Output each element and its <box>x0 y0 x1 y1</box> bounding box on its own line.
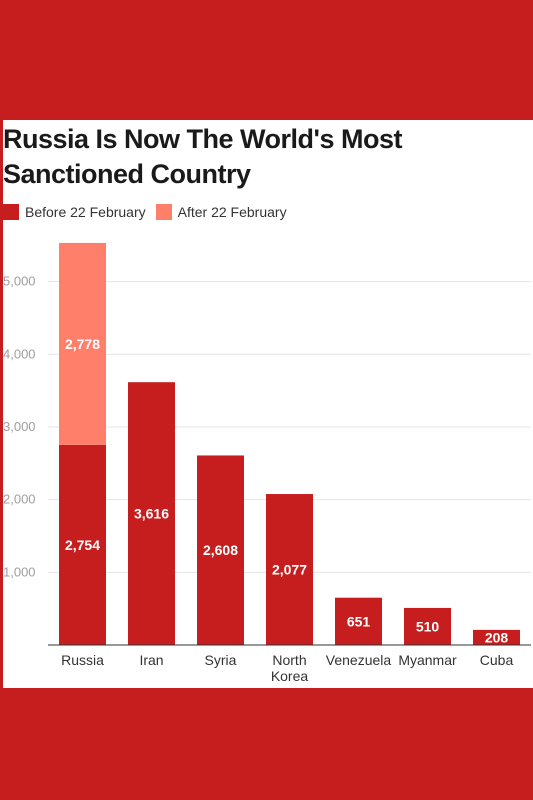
y-tick-label-3000: 3,000 <box>3 419 36 434</box>
bar-venezuela-series-0 <box>335 597 382 645</box>
y-tick-label-1000: 1,000 <box>3 564 36 579</box>
data-label-russia-series-1: 2,778 <box>65 336 100 352</box>
x-category-label-myanmar: Myanmar <box>398 652 457 668</box>
x-category-label-north-korea-line-2: Korea <box>271 668 309 684</box>
y-tick-label-2000: 2,000 <box>3 492 36 507</box>
y-tick-label-4000: 4,000 <box>3 346 36 361</box>
legend-swatch-after <box>155 204 172 220</box>
x-category-label-venezuela: Venezuela <box>326 652 392 668</box>
bar-north-korea-series-0 <box>266 494 313 645</box>
y-tick-label-5000: 5,000 <box>3 274 36 289</box>
x-category-label-north-korea-line-1: North <box>272 652 306 668</box>
chart-card: Russia Is Now The World's Most Sanctione… <box>3 120 533 688</box>
x-category-label-cuba: Cuba <box>480 652 514 668</box>
legend-label-after: After 22 February <box>177 204 287 220</box>
x-category-label-syria: Syria <box>205 652 237 668</box>
data-label-iran-series-0: 3,616 <box>134 506 169 522</box>
data-label-russia-series-0: 2,754 <box>65 537 100 553</box>
bar-chart: 1,000 2,000 3,000 4,000 5,000 2,754 2,778 Russi… <box>3 242 531 684</box>
chart-title-line-2: Sanctioned Country <box>3 159 251 189</box>
bar-syria-series-0 <box>197 455 244 645</box>
x-category-label-iran: Iran <box>139 652 163 668</box>
legend-swatch-before <box>3 204 19 220</box>
chart-title-line-1: Russia Is Now The World's Most <box>3 124 402 154</box>
data-label-venezuela-series-0: 651 <box>347 613 371 629</box>
x-category-label-russia: Russia <box>61 652 104 668</box>
chart-legend: Before 22 February After 22 February <box>3 204 297 220</box>
data-label-syria-series-0: 2,608 <box>203 542 238 558</box>
data-label-north-korea-series-0: 2,077 <box>272 562 307 578</box>
legend-label-before: Before 22 February <box>25 204 146 220</box>
chart-title: Russia Is Now The World's Most Sanctione… <box>3 122 523 192</box>
legend-item-after: After 22 February <box>155 204 287 220</box>
bar-cuba-series-0 <box>473 629 520 645</box>
data-label-myanmar-series-0: 510 <box>416 618 440 634</box>
bar-russia-series-1 <box>59 242 106 445</box>
bar-myanmar-series-0 <box>404 607 451 645</box>
bar-iran-series-0 <box>128 382 175 645</box>
data-label-cuba-series-0: 208 <box>485 629 509 645</box>
bar-russia-series-0 <box>59 444 106 645</box>
legend-item-before: Before 22 February <box>3 204 146 220</box>
